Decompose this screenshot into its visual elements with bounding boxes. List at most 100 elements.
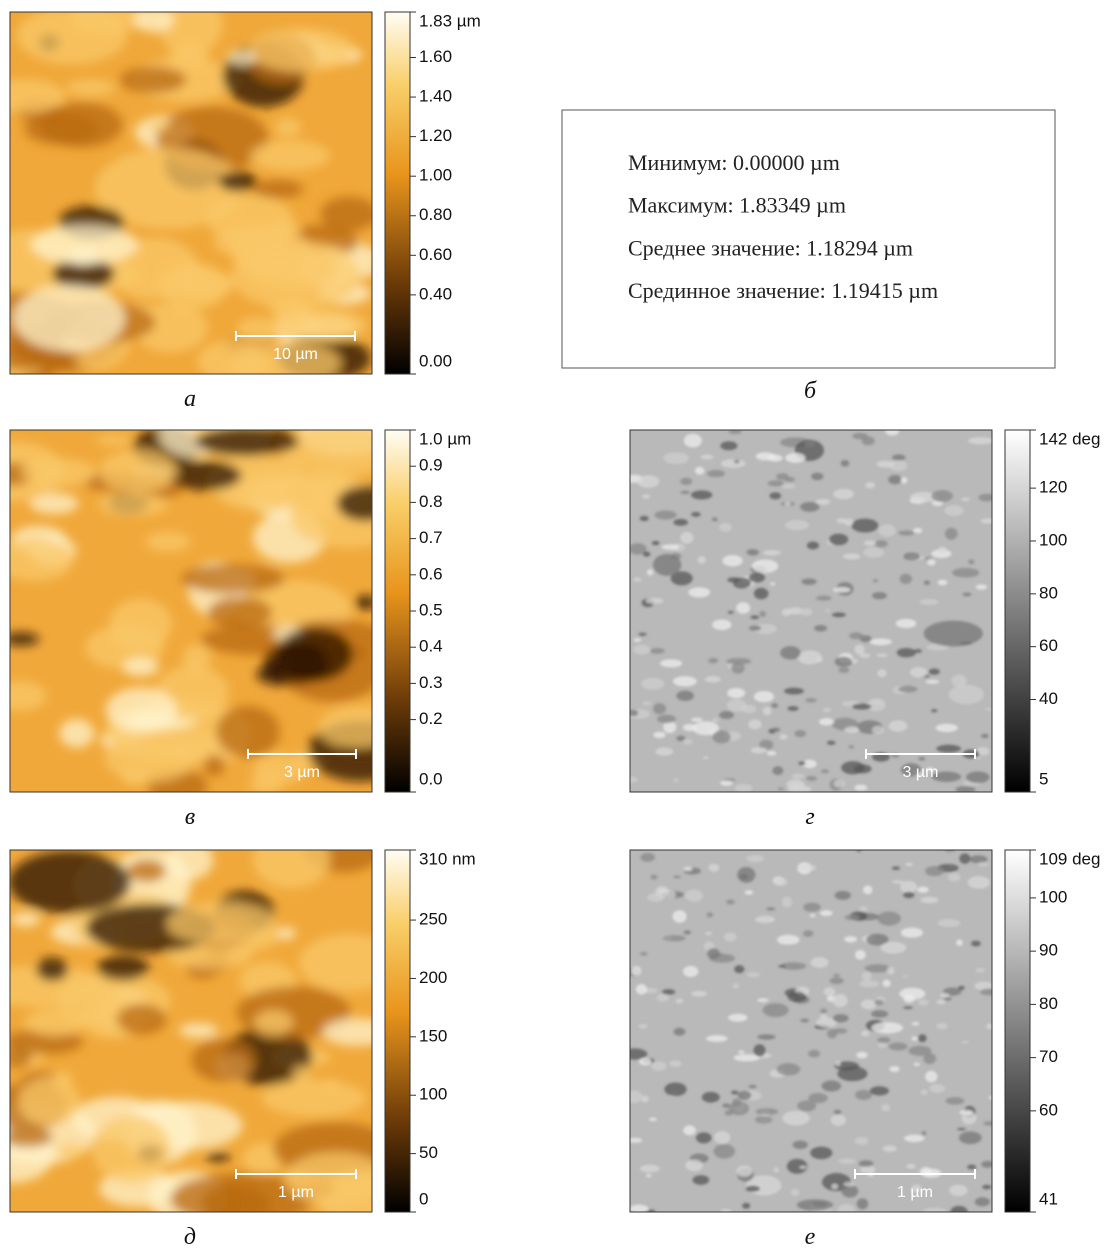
texture-spot [99,493,169,517]
caption: д [184,1224,196,1249]
colorbar-label: 0.00 [419,351,452,370]
texture-spot [726,899,735,904]
texture-spot [21,458,97,486]
texture-spot [787,780,805,790]
texture-spot [862,971,872,981]
texture-spot [712,730,730,743]
texture-spot [929,668,940,674]
texture-spot [640,853,655,862]
texture-spot [892,454,906,460]
texture-spot [861,1030,870,1036]
texture-spot [870,638,892,645]
texture-spot [782,1111,809,1126]
texture-spot [722,555,743,566]
colorbar-label: 0.7 [419,528,443,547]
texture-spot [676,999,684,1004]
texture-spot [109,598,172,650]
stat-line: Минимум: 0.00000 µm [628,150,840,175]
texture-spot [967,1165,976,1170]
texture-spot [958,986,965,990]
texture-spot [874,1000,884,1005]
colorbar-label: 0.6 [419,564,443,583]
texture-spot [877,1037,890,1043]
texture-spot [738,1050,745,1053]
colorbar-label: 0.3 [419,673,443,692]
colorbar-label: 0.2 [419,709,443,728]
texture-spot [811,957,829,968]
texture-spot [706,1035,727,1042]
texture-spot [721,459,746,468]
texture-spot [779,734,787,740]
texture-spot [59,719,94,748]
texture-spot [798,650,822,664]
texture-spot [887,967,895,975]
texture-spot [782,609,791,617]
texture-spot [925,1071,937,1083]
texture-spot [877,669,886,677]
texture-spot [805,698,816,702]
texture-spot [854,764,872,773]
colorbar-label: 0.80 [419,205,452,224]
texture-spot [763,707,772,715]
texture-spot [647,569,653,575]
colorbar-label: 1.0 µm [419,429,471,448]
texture-spot [820,1008,827,1013]
texture-spot [835,657,853,667]
texture-spot [785,477,795,482]
texture-spot [354,595,377,610]
texture-spot [665,890,675,898]
texture-spot [673,778,678,782]
texture-spot [253,829,330,888]
texture-spot [800,608,812,616]
texture-spot [931,709,937,712]
texture-spot [654,511,676,520]
texture-spot [662,989,675,995]
texture-spot [864,540,876,546]
colorbar-label: 1.83 µm [419,11,481,30]
texture-spot [957,1128,966,1131]
colorbar-label: 0.8 [419,492,443,511]
texture-spot [797,1199,833,1210]
texture-spot [819,718,834,726]
texture-spot [968,559,974,564]
texture-spot [820,1014,827,1019]
texture-spot [685,1160,703,1172]
texture-spot [165,839,214,880]
texture-spot [749,573,765,583]
texture-spot [684,434,702,448]
texture-spot [835,1061,840,1066]
texture-spot [720,441,737,450]
texture-spot [782,484,795,489]
colorbar [1005,430,1030,792]
texture-spot [66,79,116,96]
texture-spot [892,880,905,883]
texture-spot [656,747,674,755]
texture-spot [746,1186,760,1192]
texture-spot [808,1050,820,1057]
texture-spot [650,648,665,654]
texture-spot [824,987,836,996]
texture-spot [788,992,807,1002]
texture-spot [896,619,917,628]
texture-spot [949,1185,967,1196]
texture-spot [844,1182,855,1187]
colorbar-label: 150 [419,1026,447,1045]
texture-spot [168,461,241,491]
texture-spot [653,732,665,738]
texture-spot [862,436,875,445]
texture-spot [806,776,817,781]
texture-spot [838,667,849,673]
texture-spot [674,1028,686,1036]
colorbar-label: 70 [1039,1047,1058,1066]
texture-spot [120,66,187,93]
texture-spot [638,1024,647,1029]
texture-spot [707,948,720,959]
colorbar-label: 50 [419,1143,438,1162]
texture-spot [817,658,823,663]
texture-spot [831,1184,838,1190]
texture-spot [888,475,902,484]
texture-spot [688,587,710,597]
texture-spot [769,492,781,499]
texture-spot [673,676,697,686]
texture-spot [983,1121,996,1125]
